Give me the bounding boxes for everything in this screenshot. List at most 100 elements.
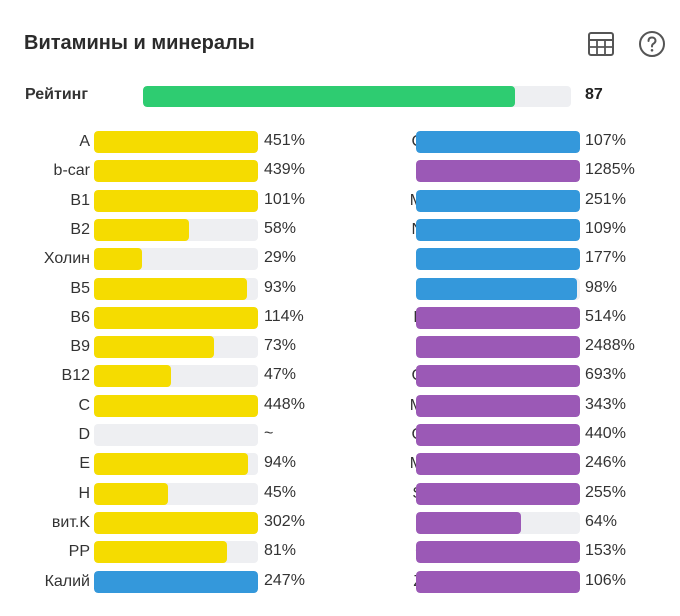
vitamin-percent: 114% — [264, 307, 304, 325]
mineral-bar-fill — [416, 306, 580, 329]
mineral-row: Zn106% — [322, 570, 662, 594]
vitamin-bar — [94, 570, 258, 593]
vitamin-percent: 247% — [264, 571, 305, 589]
vitamin-percent: 93% — [264, 278, 297, 296]
vitamin-row: B12 47% — [0, 365, 340, 388]
vitamin-row: Холин 29% — [0, 248, 340, 271]
vitamin-bar-fill — [94, 277, 247, 300]
mineral-row: Fe514% — [322, 306, 662, 330]
mineral-percent: 177% — [585, 249, 626, 267]
vitamin-row: B6 114% — [0, 306, 340, 330]
vitamin-name: E — [79, 455, 90, 473]
mineral-bar-fill — [416, 394, 580, 417]
vitamin-bar — [94, 482, 258, 505]
mineral-row: Mg251% — [322, 189, 662, 213]
vitamin-name: D — [78, 426, 90, 443]
vitamin-bar-fill — [94, 218, 190, 241]
vitamin-name: B9 — [70, 338, 90, 356]
vitamin-bar — [94, 189, 258, 212]
mineral-row: Se255% — [322, 482, 662, 506]
mineral-bar — [416, 160, 580, 183]
mineral-bar-fill — [416, 336, 580, 359]
mineral-bar — [416, 336, 580, 359]
vitamin-bar — [94, 306, 258, 329]
mineral-bar-fill — [416, 511, 521, 534]
vitamin-row: C 448% — [0, 394, 340, 418]
mineral-row: Cr153% — [322, 541, 662, 564]
mineral-bar-fill — [416, 277, 577, 300]
mineral-percent: 106% — [585, 571, 626, 589]
mineral-bar — [416, 189, 580, 212]
vitamin-bar — [94, 453, 258, 476]
mineral-row: Cl98% — [322, 277, 662, 301]
vitamin-percent: ~ — [264, 425, 274, 442]
vitamin-row: Калий 247% — [0, 570, 340, 594]
vitamin-bar — [94, 336, 258, 359]
mineral-percent: 251% — [585, 190, 626, 208]
rating-bar-fill — [143, 86, 516, 107]
vitamin-bar-fill — [94, 248, 142, 271]
mineral-row: I2488% — [322, 336, 662, 359]
mineral-bar — [416, 424, 580, 446]
mineral-bar — [416, 511, 580, 534]
mineral-bar-fill — [416, 248, 580, 271]
mineral-row: Si1285% — [322, 160, 662, 183]
vitamin-name: B1 — [70, 191, 90, 209]
mineral-bar-fill — [416, 365, 580, 388]
vitamin-name: A — [79, 133, 90, 150]
vitamin-percent: 101% — [264, 190, 305, 208]
vitamin-row: B5 93% — [0, 277, 340, 301]
vitamin-bar-fill — [94, 453, 249, 476]
rating-label: Рейтинг — [25, 86, 89, 103]
mineral-bar — [416, 453, 580, 476]
vitamin-bar — [94, 160, 258, 183]
vitamin-bar-fill — [94, 482, 168, 505]
vitamin-percent: 45% — [264, 483, 297, 501]
vitamin-percent: 29% — [264, 249, 297, 267]
mineral-row: Mo246% — [322, 453, 662, 476]
vitamin-name: B2 — [70, 220, 90, 238]
vitamin-bar — [94, 218, 258, 241]
rating-value: 87 — [585, 86, 603, 103]
vitamin-bar-fill — [94, 570, 258, 593]
vitamin-name: b-car — [53, 162, 90, 180]
vitamin-bar-fill — [94, 160, 258, 183]
mineral-percent: 514% — [585, 307, 626, 325]
mineral-percent: 107% — [585, 132, 626, 149]
mineral-percent: 109% — [585, 219, 626, 237]
mineral-bar — [416, 541, 580, 564]
vitamin-name: вит.K — [51, 513, 90, 531]
vitamin-bar-fill — [94, 511, 258, 534]
mineral-percent: 98% — [585, 278, 618, 296]
vitamin-row: B1 101% — [0, 189, 340, 213]
vitamin-bar — [94, 541, 258, 564]
vitamin-percent: 451% — [264, 132, 305, 149]
mineral-bar — [416, 218, 580, 241]
table-icon[interactable] — [586, 29, 616, 59]
help-icon[interactable] — [637, 29, 667, 59]
mineral-percent: 440% — [585, 425, 626, 442]
vitamin-percent: 81% — [264, 542, 297, 560]
mineral-bar — [416, 394, 580, 417]
vitamin-percent: 58% — [264, 219, 297, 237]
vitamin-percent: 439% — [264, 161, 305, 179]
mineral-percent: 343% — [585, 395, 626, 413]
vitamin-name: H — [78, 484, 90, 502]
mineral-bar — [416, 277, 580, 300]
vitamin-percent: 73% — [264, 337, 297, 355]
mineral-percent: 693% — [585, 366, 626, 384]
mineral-bar-fill — [416, 424, 580, 446]
mineral-row: Mn343% — [322, 394, 662, 418]
vitamin-name: B5 — [70, 279, 90, 297]
mineral-bar-fill — [416, 160, 580, 183]
vitamin-bar-fill — [94, 541, 227, 564]
vitamin-bar — [94, 424, 258, 446]
vitamin-name: B6 — [70, 308, 90, 326]
vitamin-name: Калий — [44, 572, 90, 590]
vitamin-bar-fill — [94, 336, 214, 359]
mineral-bar-fill — [416, 131, 580, 153]
vitamin-bar-fill — [94, 394, 258, 417]
mineral-bar — [416, 248, 580, 271]
vitamin-bar — [94, 511, 258, 534]
vitamin-bar-fill — [94, 189, 258, 212]
